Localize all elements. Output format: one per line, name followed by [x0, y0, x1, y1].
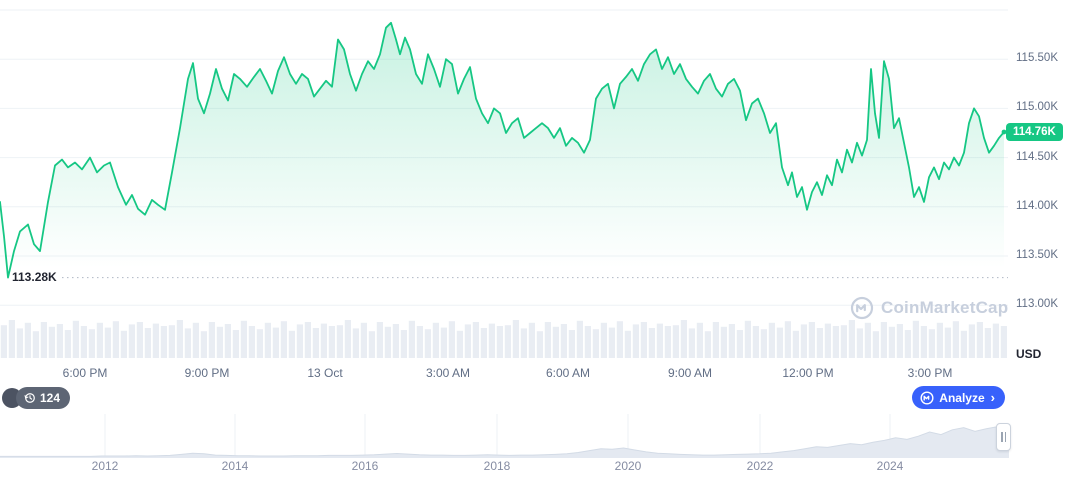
x-axis-label: 6:00 AM — [545, 366, 591, 380]
last-price-dot — [1001, 129, 1007, 135]
history-count: 124 — [40, 391, 61, 405]
navigator-year-label: 2014 — [221, 459, 249, 473]
y-axis: USD 113.00K 113.50K 114.00K 114.50K 115.00K 1… — [1008, 0, 1072, 361]
navigator-year-label: 2020 — [614, 459, 642, 473]
chevron-right-icon: › — [990, 389, 995, 405]
coinmarketcap-logo-icon — [850, 296, 874, 320]
navigator-line — [0, 426, 1010, 457]
currency-unit-label: USD — [1016, 347, 1042, 361]
history-navigator[interactable] — [0, 414, 1010, 458]
navigator-drag-handle[interactable] — [996, 423, 1011, 451]
y-axis-label: 114.50K — [1016, 151, 1058, 163]
current-price-badge: 114.76K — [1006, 123, 1063, 141]
y-axis-label: 114.00K — [1016, 200, 1058, 212]
price-area-fill — [0, 22, 1004, 313]
x-axis-label: 9:00 PM — [184, 366, 230, 380]
x-axis-label: 9:00 AM — [667, 366, 713, 380]
analyze-button[interactable]: Analyze › — [912, 386, 1005, 409]
history-count-pill[interactable]: 124 — [16, 387, 71, 409]
x-axis-label: 13 Oct — [307, 366, 343, 380]
navigator-year-label: 2018 — [483, 459, 511, 473]
analyze-label: Analyze — [939, 390, 985, 405]
navigator-year-label: 2024 — [876, 459, 904, 473]
volume-bars — [0, 320, 1007, 358]
x-axis: 6:00 PM 9:00 PM 13 Oct 3:00 AM 6:00 AM 9:00 A… — [0, 364, 1008, 382]
navigator-year-label: 2016 — [351, 459, 379, 473]
y-axis-label: 113.50K — [1016, 249, 1058, 261]
navigator-year-label: 2012 — [91, 459, 119, 473]
x-axis-label: 3:00 PM — [907, 366, 953, 380]
y-axis-label: 113.00K — [1016, 298, 1058, 310]
x-axis-label: 12:00 PM — [782, 366, 834, 380]
coinmarketcap-logo-icon — [920, 390, 934, 405]
watermark-text: CoinMarketCap — [881, 298, 1009, 317]
y-axis-label: 115.50K — [1016, 52, 1058, 64]
history-clock-icon — [24, 393, 35, 403]
low-price-label: 113.28K — [12, 270, 57, 284]
x-axis-label: 3:00 AM — [425, 366, 471, 380]
price-chart-area[interactable]: 113.28K CoinMarketCap — [0, 0, 1008, 360]
x-axis-label: 6:00 PM — [62, 366, 108, 380]
price-chart-svg[interactable] — [0, 0, 1008, 360]
navigator-year-axis: 2012 2014 2016 2018 2020 2022 2024 — [0, 458, 1010, 474]
navigator-area-fill — [0, 426, 1009, 458]
watermark: CoinMarketCap — [850, 296, 1008, 320]
y-axis-label: 115.00K — [1016, 101, 1058, 113]
price-line — [0, 21, 1005, 279]
controls-row: 124 Analyze › — [0, 384, 1072, 412]
navigator-year-label: 2022 — [746, 459, 774, 473]
navigator-svg[interactable] — [0, 414, 1010, 458]
